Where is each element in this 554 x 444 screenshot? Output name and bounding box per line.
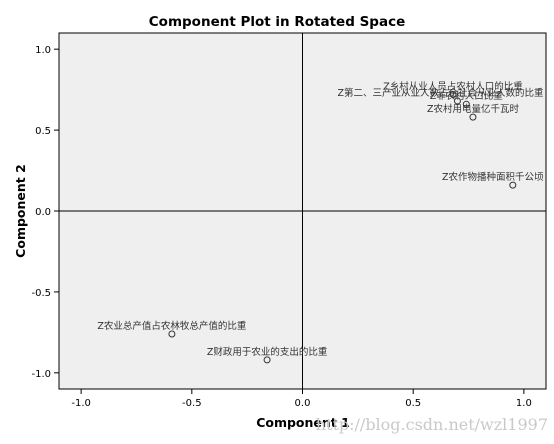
chart-title: Component Plot in Rotated Space [149,14,405,30]
data-point [469,113,477,121]
point-label: Z农作物播种面积千公顷 [442,171,544,183]
x-axis-label: Component 1 [256,415,350,430]
data-point [462,100,470,108]
x-tick-label: -0.5 [182,398,202,409]
x-tick-label: 0.0 [295,398,311,409]
point-label: Z第二、三产业从业人数占全社会从业人数的比重 [337,87,544,99]
data-point [449,90,457,98]
point-label: Z乡村从业人员占农村人口的比重 [383,80,523,92]
data-point [509,181,517,189]
watermark: http://blog.csdn.net/wzl1997 [316,415,548,434]
x-tick-label: 1.0 [516,398,532,409]
data-point [453,97,461,105]
point-label: Z财政用于农业的支出的比重 [207,346,328,358]
x-tick-label: -1.0 [71,398,91,409]
y-tick-label: -0.5 [31,288,51,299]
reference-lines [59,33,546,389]
y-axis-label: Component 2 [13,164,28,258]
x-tick-label: 0.5 [405,398,421,409]
axis-ticks: -1.0 -0.5 0.0 0.5 1.0 1.0 0.5 0.0 -0.5 -1.0 [31,45,531,409]
point-label: Z非农村人口比重 [430,90,504,102]
point-label: Z农村用电量亿千瓦时 [427,103,520,115]
y-tick-label: 0.5 [35,126,51,137]
y-tick-label: -1.0 [31,369,51,380]
data-points: Z乡村从业人员占农村人口的比重Z非农村人口比重Z第二、三产业从业人数占全社会从业… [97,80,544,364]
point-label: Z农业总产值占农林牧总产值的比重 [97,320,247,332]
y-tick-label: 1.0 [35,45,51,56]
data-point [168,330,176,338]
y-tick-label: 0.0 [35,207,51,218]
data-point [263,356,271,364]
